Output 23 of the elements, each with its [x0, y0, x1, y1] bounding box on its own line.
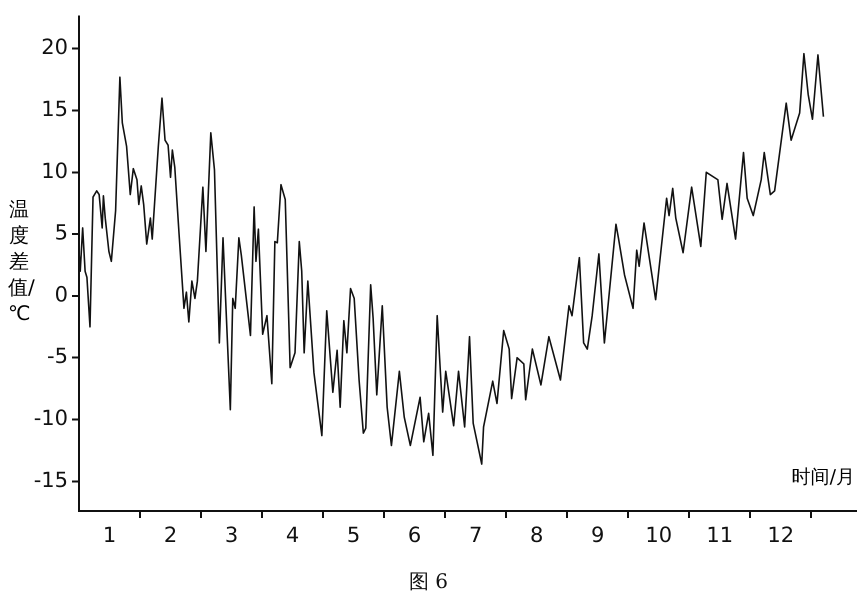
x-tick-label: 11 — [706, 523, 734, 548]
x-tick-label: 7 — [468, 523, 482, 548]
y-tick-label: 10 — [41, 158, 68, 183]
x-tick-label: 8 — [530, 523, 544, 548]
y-tick-label: 0 — [54, 282, 68, 306]
x-tick-label: 4 — [286, 523, 300, 548]
y-tick-label: 5 — [54, 220, 68, 245]
x-tick-label: 5 — [346, 523, 360, 548]
x-tick-label: 6 — [408, 523, 422, 548]
y-tick-label: -15 — [34, 468, 68, 492]
text: 图 6 — [408, 569, 448, 594]
y-tick-label: -5 — [47, 344, 68, 368]
y-axis-title: 温度差值/℃ — [8, 196, 35, 326]
x-tick-label: 2 — [164, 523, 178, 548]
y-tick-label: -10 — [34, 406, 68, 430]
x-tick-label: 10 — [645, 523, 672, 548]
y-tick-label: 15 — [41, 96, 68, 121]
x-tick-label: 1 — [102, 523, 116, 548]
x-tick-label: 9 — [590, 523, 604, 548]
x-axis-title: 时间/月 — [792, 465, 855, 490]
y-tick-label: 20 — [41, 35, 68, 60]
x-tick-label: 3 — [224, 523, 238, 548]
x-tick-label: 12 — [767, 523, 794, 548]
